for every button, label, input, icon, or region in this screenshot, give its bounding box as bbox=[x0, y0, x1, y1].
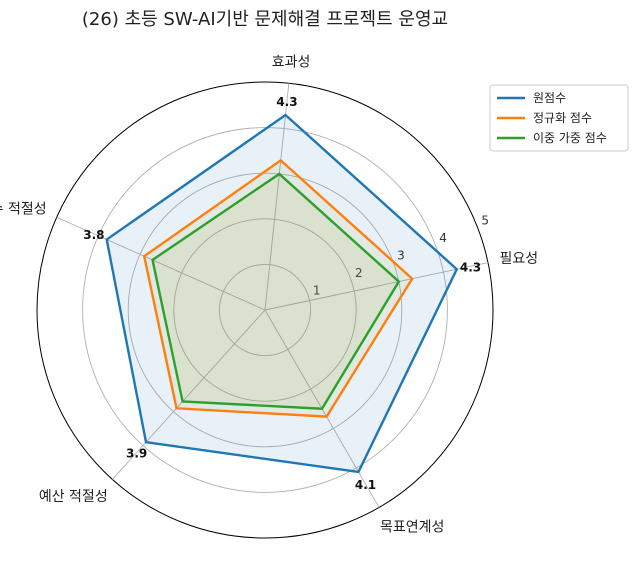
data-label-3: 3.9 bbox=[126, 447, 147, 461]
grid-ring-4 bbox=[82, 127, 448, 493]
series-fill-1 bbox=[144, 160, 413, 417]
tick-label-3: 3 bbox=[397, 248, 405, 262]
legend-label-2: 이중 가중 점수 bbox=[533, 131, 607, 145]
axis-label-2: 학교 수 적절성 bbox=[0, 201, 47, 217]
legend-label-1: 정규화 점수 bbox=[533, 111, 592, 125]
data-label-0: 4.3 bbox=[460, 260, 481, 274]
series-line-2 bbox=[151, 172, 401, 410]
grid-ring-1 bbox=[218, 263, 312, 357]
spoke-3 bbox=[112, 309, 266, 480]
legend-box bbox=[489, 84, 629, 152]
legend-label-0: 원점수 bbox=[533, 91, 566, 105]
radial-tick-labels: 1 2 3 4 5 bbox=[313, 213, 489, 297]
grid-ring-5 bbox=[36, 81, 494, 539]
data-label-1: 4.3 bbox=[276, 95, 297, 109]
series-line-1 bbox=[142, 158, 414, 418]
axis-label-4: 목표연계성 bbox=[380, 520, 444, 536]
grid-ring-3 bbox=[127, 172, 403, 448]
tick-label-5: 5 bbox=[481, 213, 489, 227]
tick-label-2: 2 bbox=[355, 266, 363, 280]
series-fill-2 bbox=[152, 173, 399, 409]
tick-label-4: 4 bbox=[439, 231, 447, 245]
axis-label-0: 필요성 bbox=[500, 251, 539, 267]
data-labels: 4.3 4.3 3.8 3.9 4.1 bbox=[83, 95, 481, 492]
series-fill-0 bbox=[106, 114, 457, 472]
data-label-4: 4.1 bbox=[355, 478, 376, 492]
axis-label-3: 예산 적절성 bbox=[39, 489, 108, 505]
spoke-0 bbox=[264, 262, 489, 311]
data-label-2: 3.8 bbox=[83, 228, 104, 242]
grid-ring-2 bbox=[173, 218, 357, 402]
spoke-2 bbox=[56, 216, 266, 311]
series-line-0 bbox=[105, 113, 459, 474]
axis-label-1: 효과성 bbox=[272, 54, 311, 70]
tick-label-1: 1 bbox=[313, 283, 321, 297]
chart-title: (26) 초등 SW-AI기반 문제해결 프로젝트 운영교 bbox=[82, 9, 448, 30]
series-group bbox=[105, 113, 459, 474]
spoke-1 bbox=[264, 83, 290, 311]
